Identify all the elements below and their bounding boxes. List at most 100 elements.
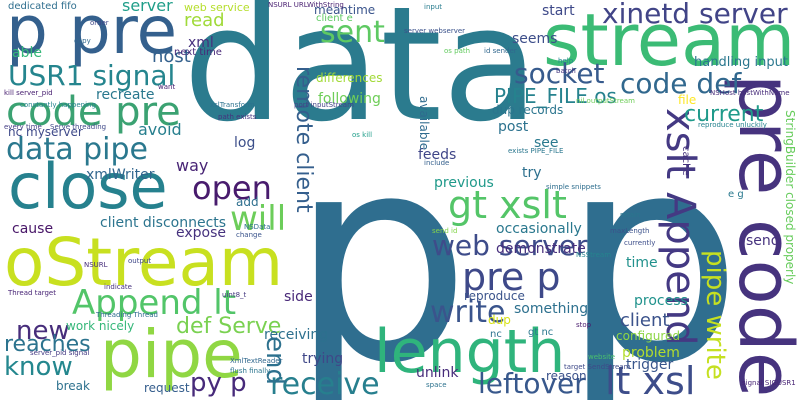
- word-reproduce: reproduce: [464, 289, 525, 303]
- word-nshost-hostwithname: NSHost hostWithName: [710, 89, 790, 97]
- word-nsdata: NSData: [244, 223, 271, 231]
- word-nsurl: NSURL: [84, 261, 108, 269]
- word-indicate: indicate: [104, 283, 132, 291]
- word-p-pre: p pre: [6, 0, 178, 69]
- word-target-sendstream: target SendStream: [564, 363, 631, 371]
- word-available: available: [417, 96, 431, 151]
- word-stream: stream: [543, 0, 796, 82]
- word-dup: dup: [488, 313, 511, 327]
- word-id-sender: id sender: [484, 47, 517, 55]
- word-demonstrate: demonstrate: [496, 241, 586, 257]
- word-current: current: [684, 102, 764, 127]
- word-something: something: [514, 301, 589, 317]
- word-website: website: [588, 353, 616, 361]
- word-pipe-write: pipe write: [700, 250, 730, 380]
- word-serve-threading: Serve threading: [50, 123, 107, 131]
- word-output: output: [128, 257, 152, 265]
- word-recreate: recreate: [96, 87, 155, 103]
- word-write: write: [430, 295, 506, 330]
- word-lt-xsl: lt xsl: [605, 359, 696, 400]
- word-nc-myserver: nc myserver: [8, 125, 83, 139]
- word-space: space: [426, 381, 447, 389]
- word-remote-client: remote client: [291, 66, 316, 213]
- word-pipe-file-os: PIPE_FILE os: [494, 84, 617, 108]
- word-nsstream: NSStream: [576, 251, 612, 259]
- word-xmltextreader: XmlTextReader: [230, 357, 283, 365]
- word-p-p: p p: [290, 94, 743, 400]
- word-receiving: receiving: [264, 327, 329, 343]
- word-dup-records: dup records: [492, 103, 564, 117]
- word-send: send: [746, 233, 780, 249]
- word-gt-xslt: gt xslt: [448, 183, 567, 227]
- word-receive: receive: [270, 367, 380, 400]
- word-close: close: [8, 150, 168, 223]
- word-break: break: [56, 379, 90, 393]
- word-kill-server-pid: kill server_pid: [4, 89, 53, 97]
- word-pipe: pipe: [100, 316, 243, 393]
- word-os-path: os path: [444, 47, 471, 55]
- word-port-inputstream: port inputStream: [294, 101, 354, 109]
- word-reaches: reaches: [4, 332, 91, 357]
- word-time: time: [626, 255, 658, 271]
- word-ostream: oStream: [4, 224, 284, 301]
- word-able: able: [12, 45, 42, 61]
- word-want: want: [158, 83, 176, 91]
- word-client-e: client e: [316, 13, 353, 24]
- word-differences: differences: [316, 71, 383, 85]
- word-know: know: [4, 352, 73, 382]
- word-code-def: code def: [620, 67, 742, 100]
- word-def-serve: def Serve: [176, 314, 282, 339]
- word-help: help: [558, 57, 574, 65]
- word-request: request: [144, 381, 190, 395]
- word-cache: cache: [680, 146, 691, 176]
- word-socket: socket: [514, 57, 605, 90]
- word-read: read: [184, 10, 225, 31]
- word-leftover: leftover: [478, 367, 586, 400]
- word-trying: trying: [302, 351, 344, 367]
- word-os-kill: os kill: [352, 131, 373, 139]
- word-batch: batch: [556, 67, 576, 75]
- word-uint8-t: uint8_t: [222, 291, 247, 299]
- word-problem: problem: [622, 345, 680, 361]
- word-meantime: meantime: [314, 3, 376, 17]
- word-usr1-signal: USR1 signal: [8, 59, 176, 92]
- word-retain: retain: [620, 211, 641, 219]
- word-pre-p: pre p: [462, 255, 561, 299]
- word-nc: nc: [490, 329, 502, 340]
- word-dedicated-fifo: dedicated fifo: [8, 1, 77, 12]
- word-next-time: next time: [174, 47, 222, 58]
- word-stop: stop: [576, 321, 592, 329]
- word-nil-outputstream: nil outputStream: [576, 97, 635, 105]
- word-cause: cause: [12, 221, 54, 237]
- word-try: try: [522, 165, 542, 181]
- word-start: start: [542, 3, 575, 19]
- word-constantly-happening: constantly happening: [20, 101, 96, 109]
- word-previous: previous: [434, 175, 494, 191]
- word-xsltransform: xslTransform: [210, 101, 255, 109]
- word-see: see: [534, 135, 559, 151]
- word-thread-target: Thread target: [8, 289, 56, 297]
- word-log: log: [234, 135, 256, 151]
- word-every-time: every time: [4, 123, 42, 131]
- word-server-webserver: server webserver: [404, 27, 466, 35]
- word-threading-thread: Threading Thread: [96, 311, 159, 319]
- word-py-p: py p: [190, 368, 247, 398]
- word-configured: configured: [616, 329, 680, 343]
- word-web-service: web service: [184, 1, 250, 14]
- word-feeds: feeds: [418, 147, 457, 163]
- word-xmlwriter: xmlWriter: [86, 167, 155, 183]
- word-send-id: send id: [432, 227, 458, 235]
- word-xslt-append: xslt Append: [657, 108, 703, 346]
- word-post: post: [498, 119, 529, 135]
- word-client-disconnects: client disconnects: [100, 215, 227, 231]
- word-reproduce-unluckily: reproduce unluckily: [698, 121, 767, 129]
- word-host: host: [152, 46, 191, 67]
- word-work-nicely: work nicely: [66, 319, 135, 333]
- word-new: new: [16, 316, 70, 346]
- word-xml: xml: [188, 35, 214, 51]
- word-handling-input: handling input: [694, 55, 788, 70]
- word-expose: expose: [176, 225, 227, 241]
- word-server: server: [122, 0, 173, 15]
- word-end: end: [260, 336, 290, 385]
